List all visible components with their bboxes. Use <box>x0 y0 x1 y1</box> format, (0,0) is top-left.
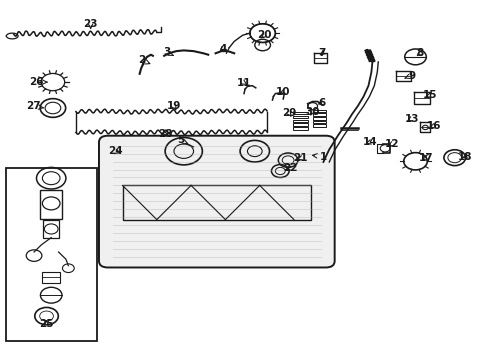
Bar <box>313 110 326 112</box>
Bar <box>313 117 326 120</box>
Text: 2: 2 <box>139 55 150 66</box>
Text: 10: 10 <box>276 87 291 97</box>
Text: 18: 18 <box>458 152 473 162</box>
Text: 16: 16 <box>426 121 441 131</box>
Text: 25: 25 <box>39 319 54 329</box>
Text: 28: 28 <box>158 129 173 139</box>
Text: 17: 17 <box>419 153 434 163</box>
Bar <box>6 168 97 341</box>
Text: 11: 11 <box>237 78 251 88</box>
Bar <box>313 113 326 116</box>
Bar <box>40 190 62 219</box>
Text: 23: 23 <box>83 19 98 30</box>
Bar <box>293 127 308 130</box>
Bar <box>122 185 311 220</box>
Text: 29: 29 <box>282 108 296 118</box>
Text: 12: 12 <box>385 139 399 149</box>
Text: 21: 21 <box>293 153 308 163</box>
Bar <box>42 272 60 283</box>
Text: 19: 19 <box>167 101 181 111</box>
Bar <box>313 124 326 127</box>
Text: 26: 26 <box>29 77 47 87</box>
FancyBboxPatch shape <box>99 136 335 267</box>
Text: 3: 3 <box>163 47 173 57</box>
Text: 20: 20 <box>257 30 272 40</box>
Text: 15: 15 <box>423 90 438 100</box>
Text: 14: 14 <box>363 137 377 147</box>
Text: 30: 30 <box>305 107 320 117</box>
Text: 5: 5 <box>177 135 188 145</box>
Text: 4: 4 <box>219 44 227 54</box>
Bar <box>293 123 308 126</box>
Text: 24: 24 <box>108 146 122 156</box>
Text: 27: 27 <box>26 101 44 111</box>
Text: 1: 1 <box>313 152 327 162</box>
Bar <box>313 121 326 123</box>
Text: 22: 22 <box>283 163 298 174</box>
Text: 7: 7 <box>318 48 326 58</box>
Bar <box>293 120 308 122</box>
Bar <box>293 112 308 114</box>
Text: 6: 6 <box>318 98 326 108</box>
Text: 9: 9 <box>405 71 415 81</box>
Bar <box>293 116 308 118</box>
Text: 8: 8 <box>417 48 424 58</box>
Text: 13: 13 <box>404 114 419 124</box>
Bar <box>43 220 59 238</box>
